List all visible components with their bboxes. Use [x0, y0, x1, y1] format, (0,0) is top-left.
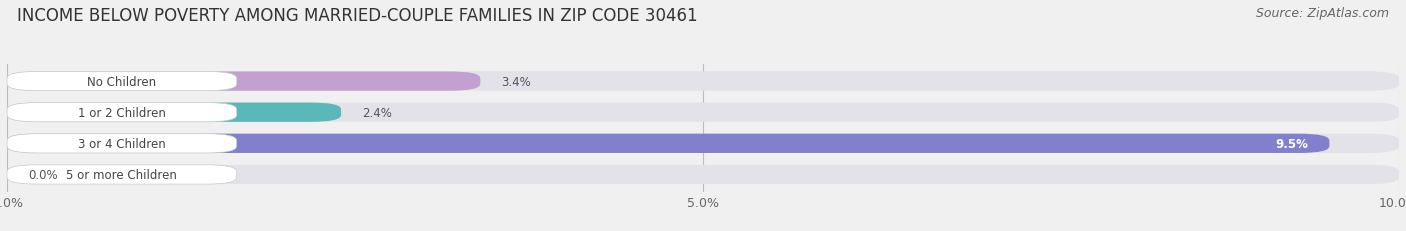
Text: No Children: No Children [87, 75, 156, 88]
FancyBboxPatch shape [7, 72, 236, 91]
Text: Source: ZipAtlas.com: Source: ZipAtlas.com [1256, 7, 1389, 20]
Text: 2.4%: 2.4% [361, 106, 392, 119]
Text: 3.4%: 3.4% [501, 75, 531, 88]
FancyBboxPatch shape [7, 134, 236, 153]
FancyBboxPatch shape [7, 72, 1399, 91]
Text: 9.5%: 9.5% [1275, 137, 1309, 150]
FancyBboxPatch shape [7, 134, 1399, 153]
FancyBboxPatch shape [7, 103, 236, 122]
FancyBboxPatch shape [7, 134, 1330, 153]
FancyBboxPatch shape [7, 103, 342, 122]
FancyBboxPatch shape [7, 103, 1399, 122]
Text: 0.0%: 0.0% [28, 168, 58, 181]
Text: 3 or 4 Children: 3 or 4 Children [77, 137, 166, 150]
Text: 5 or more Children: 5 or more Children [66, 168, 177, 181]
FancyBboxPatch shape [7, 72, 481, 91]
FancyBboxPatch shape [7, 165, 236, 184]
Text: 1 or 2 Children: 1 or 2 Children [77, 106, 166, 119]
Text: INCOME BELOW POVERTY AMONG MARRIED-COUPLE FAMILIES IN ZIP CODE 30461: INCOME BELOW POVERTY AMONG MARRIED-COUPL… [17, 7, 697, 25]
FancyBboxPatch shape [7, 165, 1399, 184]
